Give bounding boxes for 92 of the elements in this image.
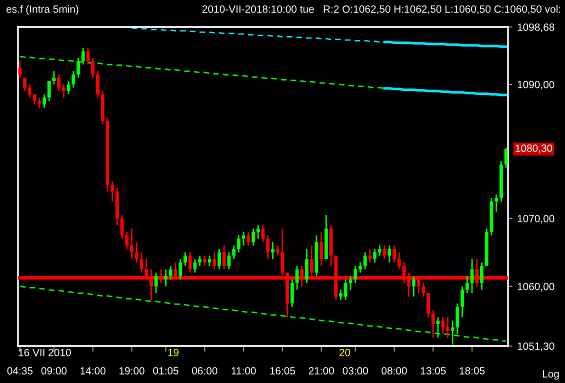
x-tick-label: 06:00 <box>192 367 218 374</box>
candlestick <box>202 255 206 267</box>
candlestick <box>164 268 168 288</box>
candlestick <box>222 244 226 270</box>
x-tick-label: 16:05 <box>270 367 296 374</box>
text: 16 VII 2010 <box>18 348 71 356</box>
candlestick <box>134 241 138 264</box>
y-tick-label: 1060,00 <box>518 282 554 292</box>
x-tick-label: 11:00 <box>232 367 256 374</box>
candlestick <box>125 231 129 250</box>
y-tick-label: 1070,00 <box>518 214 554 224</box>
candlestick <box>397 252 401 270</box>
x-tick-label: 04:35 <box>7 367 33 374</box>
chart-title: es.f (Intra 5min) <box>6 5 78 15</box>
text: 1080,30 <box>516 144 552 154</box>
candlestick <box>494 194 498 212</box>
candlestick <box>460 286 464 318</box>
text: 20 <box>339 348 350 356</box>
candlestick <box>193 258 197 274</box>
candlestick <box>198 255 202 267</box>
candlestick <box>23 77 27 92</box>
candlestick <box>62 84 66 98</box>
candlestick <box>348 275 352 290</box>
y-tick-label: 1098,68 <box>518 24 554 32</box>
candlestick <box>373 248 377 264</box>
candlestick <box>96 70 100 98</box>
candlestick <box>168 265 172 280</box>
candlestick <box>91 57 95 78</box>
candlestick <box>47 80 51 102</box>
y-tick-label: 1090,00 <box>518 80 554 90</box>
x-tick-label: 14:00 <box>80 367 106 374</box>
candlestick <box>271 241 274 260</box>
line-series <box>19 286 507 342</box>
candlestick <box>154 272 158 294</box>
candlestick <box>378 244 382 256</box>
candlestick <box>266 234 270 260</box>
candlestick <box>504 147 508 169</box>
candlestick <box>188 252 192 274</box>
candlestick <box>57 74 61 92</box>
candlestick <box>480 262 484 290</box>
candlestick <box>246 231 250 246</box>
x-tick-label: 18:05 <box>460 367 485 374</box>
candlestick <box>441 316 445 336</box>
x-tick-label: 09:00 <box>41 367 67 374</box>
candlestick <box>446 316 450 338</box>
candlestick <box>431 310 435 338</box>
candlestick <box>354 265 358 284</box>
candlestick <box>276 244 280 256</box>
candlestick <box>368 248 372 264</box>
candlestick <box>66 80 70 96</box>
candlestick <box>422 282 426 298</box>
candlestick <box>72 70 76 88</box>
chart-subtitle: 2010-VII-2018:10:00 tue R:2 O:1062,50 H:1062,50 L:1060,50 C:1060,50 vol: <box>202 5 560 14</box>
x-tick-label: 03:00 <box>342 367 368 374</box>
candlestick <box>426 292 430 318</box>
candlestick <box>252 228 255 246</box>
candlestick <box>140 252 144 274</box>
candlestick <box>227 252 231 270</box>
candlestick <box>38 96 42 108</box>
candlestick <box>456 302 460 336</box>
candlestick <box>392 244 396 264</box>
y-tick-label: 1051,30 <box>518 342 554 352</box>
line-series <box>383 87 508 96</box>
candlestick <box>42 94 46 108</box>
candlestick <box>242 231 246 246</box>
candlestick <box>130 228 134 260</box>
candlestick <box>218 248 221 270</box>
candlestick <box>184 252 187 267</box>
candlestick <box>320 231 324 267</box>
candlestick <box>236 234 240 253</box>
x-tick-label: 21:00 <box>308 367 334 374</box>
candlestick <box>110 180 114 202</box>
candlestick <box>358 262 362 274</box>
candlestick <box>232 244 236 260</box>
candlestick <box>388 244 392 264</box>
text: 19 <box>168 348 179 356</box>
candlestick <box>363 252 367 270</box>
candlestick <box>18 60 22 78</box>
candlestick <box>212 252 216 270</box>
x-tick-label: 01:05 <box>153 367 178 374</box>
candlestick <box>305 248 308 284</box>
candlestick <box>256 224 260 240</box>
candlestick <box>465 275 469 294</box>
x-tick-label: 19:00 <box>120 367 144 374</box>
candlestick <box>178 258 182 280</box>
text: Log <box>542 370 559 380</box>
x-tick-label: 08:00 <box>382 367 407 374</box>
candlestick <box>412 275 416 298</box>
candlestick <box>208 255 212 267</box>
candlestick <box>28 84 32 98</box>
candlestick <box>290 278 294 308</box>
x-tick-label: 13:05 <box>420 367 446 374</box>
